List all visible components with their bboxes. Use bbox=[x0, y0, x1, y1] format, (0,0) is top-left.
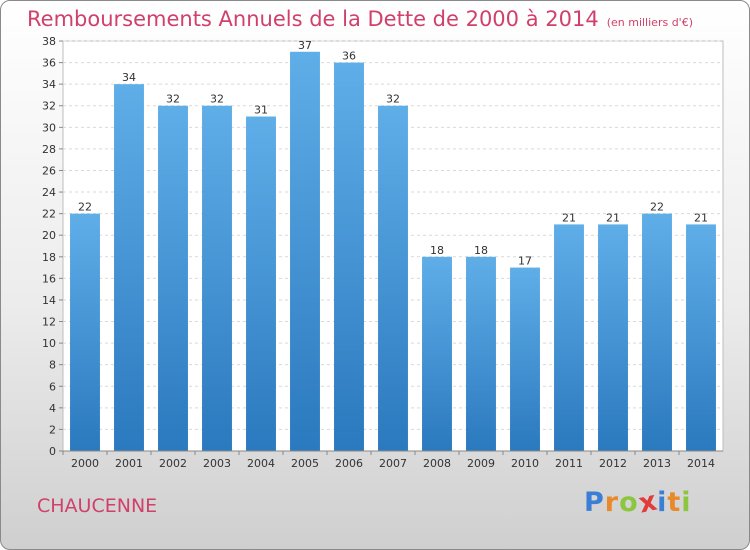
bar-2001 bbox=[114, 84, 144, 451]
x-tick-label-2002: 2002 bbox=[159, 457, 187, 470]
bar-2012 bbox=[598, 224, 628, 451]
commune-name: CHAUCENNE bbox=[37, 495, 158, 517]
bar-2006 bbox=[334, 62, 364, 451]
y-tick-label: 16 bbox=[42, 272, 56, 285]
bar-2007 bbox=[378, 105, 408, 451]
x-tick-label-2003: 2003 bbox=[203, 457, 231, 470]
y-tick-label: 30 bbox=[42, 121, 56, 134]
bar-2011 bbox=[554, 224, 584, 451]
data-label-2011: 21 bbox=[562, 211, 576, 224]
bar-2000 bbox=[70, 213, 100, 451]
data-label-2002: 32 bbox=[166, 93, 180, 106]
data-label-2004: 31 bbox=[254, 104, 268, 117]
data-label-2000: 22 bbox=[78, 201, 92, 214]
bar-2002 bbox=[158, 105, 188, 451]
y-tick-label: 28 bbox=[42, 143, 56, 156]
bar-2014 bbox=[686, 224, 716, 451]
data-label-2008: 18 bbox=[430, 244, 444, 257]
data-label-2014: 21 bbox=[694, 211, 708, 224]
data-label-2005: 37 bbox=[298, 39, 312, 52]
bar-2005 bbox=[290, 51, 320, 451]
x-tick-label-2009: 2009 bbox=[467, 457, 495, 470]
x-axis: 2000 2001 2002 2003 2004 2005 2006 2007 2008 2009… bbox=[62, 450, 723, 470]
bar-2010 bbox=[510, 267, 540, 451]
x-tick-label-2010: 2010 bbox=[511, 457, 539, 470]
x-tick-label-2014: 2014 bbox=[687, 457, 715, 470]
x-tick-label-2004: 2004 bbox=[247, 457, 275, 470]
bar-2009 bbox=[466, 256, 496, 451]
x-tick-label-2005: 2005 bbox=[291, 457, 319, 470]
logo-letter: i bbox=[681, 487, 692, 518]
y-tick-label: 34 bbox=[42, 78, 56, 91]
x-tick-label-2001: 2001 bbox=[115, 457, 143, 470]
x-tick-label-2006: 2006 bbox=[335, 457, 363, 470]
chart-title-text: Remboursements Annuels de la Dette de 20… bbox=[27, 7, 599, 31]
x-tick-label-2011: 2011 bbox=[555, 457, 583, 470]
bars: 22 34 32 32 31 37 36 32 18 18 17 21 21 22 21 bbox=[70, 39, 716, 452]
x-tick-label-2000: 2000 bbox=[71, 457, 99, 470]
y-tick-label: 18 bbox=[42, 251, 56, 264]
logo-letter: r bbox=[604, 487, 620, 518]
y-tick-label: 0 bbox=[49, 445, 56, 458]
data-label-2003: 32 bbox=[210, 93, 224, 106]
proxiti-logo: Proxiti bbox=[584, 485, 692, 519]
chart-title: Remboursements Annuels de la Dette de 20… bbox=[27, 7, 693, 31]
bar-2004 bbox=[246, 116, 276, 452]
y-tick-label: 22 bbox=[42, 208, 56, 221]
y-tick-label: 4 bbox=[49, 402, 56, 415]
y-tick-label: 24 bbox=[42, 186, 56, 199]
y-tick-label: 2 bbox=[49, 423, 56, 436]
logo-letter: P bbox=[584, 487, 605, 518]
y-tick-label: 32 bbox=[42, 100, 56, 113]
bar-2013 bbox=[642, 213, 672, 451]
x-tick-label-2008: 2008 bbox=[423, 457, 451, 470]
bar-2003 bbox=[202, 105, 232, 451]
y-tick-label: 14 bbox=[42, 294, 56, 307]
data-label-2012: 21 bbox=[606, 211, 620, 224]
data-label-2009: 18 bbox=[474, 244, 488, 257]
data-label-2013: 22 bbox=[650, 201, 664, 214]
x-tick-label-2012: 2012 bbox=[599, 457, 627, 470]
y-tick-label: 38 bbox=[42, 35, 56, 48]
data-label-2007: 32 bbox=[386, 93, 400, 106]
data-label-2001: 34 bbox=[122, 71, 136, 84]
y-tick-label: 6 bbox=[49, 380, 56, 393]
y-tick-label: 36 bbox=[42, 57, 56, 70]
logo-letter: o bbox=[619, 487, 639, 518]
chart-subtitle: (en milliers d'€) bbox=[606, 16, 693, 29]
y-tick-label: 20 bbox=[42, 229, 56, 242]
logo-letter: t bbox=[667, 487, 682, 518]
logo-letter: i bbox=[657, 487, 668, 518]
y-tick-label: 26 bbox=[42, 164, 56, 177]
y-tick-label: 10 bbox=[42, 337, 56, 350]
data-label-2006: 36 bbox=[342, 50, 356, 63]
data-label-2010: 17 bbox=[518, 255, 532, 268]
bar-2008 bbox=[422, 256, 452, 451]
y-tick-label: 12 bbox=[42, 316, 56, 329]
x-tick-label-2007: 2007 bbox=[379, 457, 407, 470]
x-tick-label-2013: 2013 bbox=[643, 457, 671, 470]
y-tick-label: 8 bbox=[49, 359, 56, 372]
